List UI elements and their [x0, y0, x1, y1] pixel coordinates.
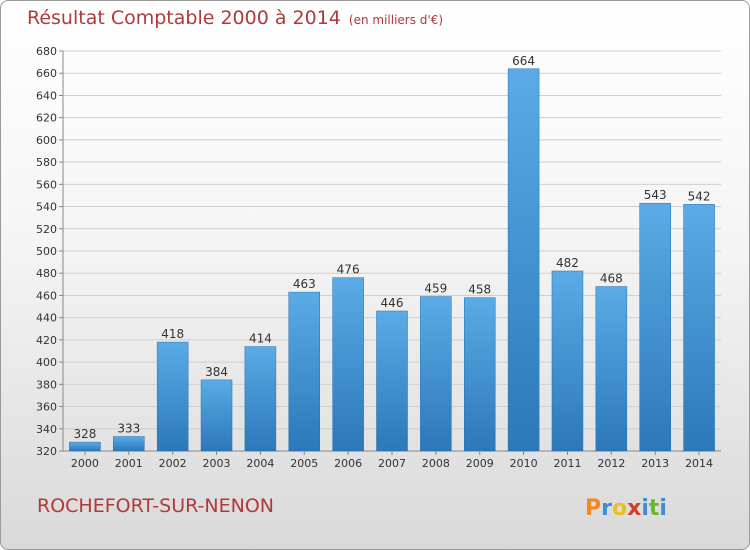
proxiti-logo-text: Proxiti: [585, 496, 667, 521]
x-tick-label: 2002: [159, 457, 187, 470]
bar-value-label: 476: [337, 263, 360, 277]
y-tick-label: 680: [36, 45, 57, 58]
x-tick-label: 2013: [641, 457, 669, 470]
x-tick-label: 2001: [115, 457, 143, 470]
bar-value-label: 664: [512, 54, 535, 68]
x-tick-label: 2005: [290, 457, 318, 470]
x-tick-label: 2010: [510, 457, 538, 470]
y-tick-label: 320: [36, 445, 57, 458]
y-axis-ticks: 320 340 360 380 400 420 440 460 480 500 520 540 560 5…: [36, 45, 63, 458]
y-tick-label: 360: [36, 401, 57, 414]
chart-title-text: Résultat Comptable 2000 à 2014: [27, 7, 341, 29]
x-tick-label: 2004: [246, 457, 274, 470]
y-tick-label: 400: [36, 356, 57, 369]
y-tick-label: 580: [36, 156, 57, 169]
bar-value-label: 463: [293, 277, 316, 291]
bar-value-label: 542: [688, 189, 711, 203]
logo-letter: x: [627, 496, 641, 521]
bar-value-label: 418: [161, 327, 184, 341]
y-tick-label: 460: [36, 289, 57, 302]
bar-2000: [69, 441, 101, 452]
y-tick-label: 540: [36, 201, 57, 214]
y-tick-label: 420: [36, 334, 57, 347]
bars: 328 333 418 384 414 463 476 446 459 458 664 482 468 5…: [69, 54, 715, 452]
chart-subtitle: (en milliers d'€): [348, 13, 444, 27]
bar-2011: [551, 270, 584, 452]
bar-2010: [507, 68, 540, 452]
bar-2001: [113, 436, 145, 452]
y-tick-label: 440: [36, 312, 57, 325]
y-tick-label: 620: [36, 112, 57, 125]
bar-2006: [332, 277, 364, 452]
bar-2014: [683, 204, 715, 452]
x-tick-label: 2009: [466, 457, 494, 470]
bar-value-label: 328: [73, 427, 96, 441]
logo-letter: P: [585, 496, 601, 521]
bar-2009: [463, 297, 496, 452]
bar-value-label: 468: [600, 272, 623, 286]
bar-2007: [376, 310, 408, 452]
bar-2005: [288, 291, 321, 452]
y-tick-label: 380: [36, 378, 57, 391]
x-tick-label: 2011: [553, 457, 581, 470]
x-tick-label: 2007: [378, 457, 406, 470]
y-tick-label: 600: [36, 134, 57, 147]
x-tick-label: 2000: [71, 457, 99, 470]
y-tick-label: 640: [36, 89, 57, 102]
logo-letter: r: [601, 496, 612, 521]
bar-2013: [639, 202, 671, 452]
bar-value-label: 414: [249, 332, 272, 346]
x-tick-label: 2012: [597, 457, 625, 470]
x-tick-label: 2006: [334, 457, 362, 470]
y-tick-label: 500: [36, 245, 57, 258]
bar-2012: [595, 286, 628, 452]
bar-2008: [420, 296, 452, 452]
y-tick-label: 520: [36, 223, 57, 236]
x-tick-label: 2003: [203, 457, 231, 470]
y-tick-label: 660: [36, 67, 57, 80]
x-axis-ticks: 2000 2001 2002 2003 2004 2005 2006 2007 2008 2009…: [71, 451, 713, 470]
bar-value-label: 446: [381, 296, 404, 310]
x-tick-label: 2014: [685, 457, 713, 470]
bar-value-label: 458: [468, 283, 491, 297]
y-tick-label: 340: [36, 423, 57, 436]
y-tick-label: 560: [36, 178, 57, 191]
proxiti-logo: Proxiti: [585, 496, 667, 521]
bar-2004: [244, 346, 277, 452]
bar-value-label: 333: [117, 422, 140, 436]
bar-value-label: 482: [556, 256, 579, 270]
commune-name: ROCHEFORT-SUR-NENON: [37, 495, 274, 517]
logo-letter: i: [659, 496, 667, 521]
bar-value-label: 459: [424, 282, 447, 296]
bar-value-label: 543: [644, 188, 667, 202]
logo-letter: t: [649, 496, 660, 521]
bar-2002: [156, 341, 189, 452]
y-tick-label: 480: [36, 267, 57, 280]
bar-2003: [200, 379, 233, 452]
logo-letter: i: [641, 496, 649, 521]
x-tick-label: 2008: [422, 457, 450, 470]
chart-title: Résultat Comptable 2000 à 2014 (en millie…: [27, 7, 443, 29]
logo-letter: o: [612, 496, 627, 521]
bar-value-label: 384: [205, 365, 228, 379]
